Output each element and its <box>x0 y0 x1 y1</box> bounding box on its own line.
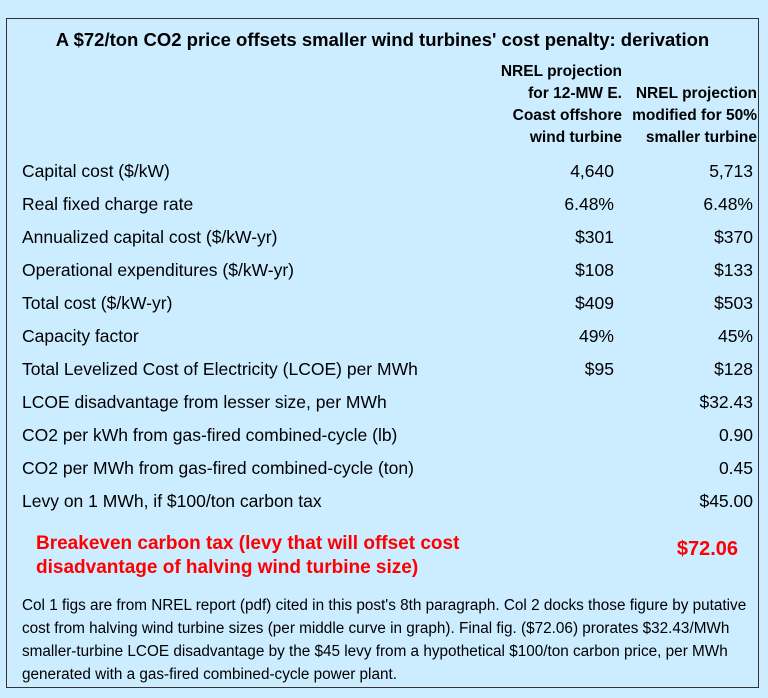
table-row: LCOE disadvantage from lesser size, per … <box>7 392 758 425</box>
cell-modified: $133 <box>714 260 753 280</box>
row-label: Levy on 1 MWh, if $100/ton carbon tax <box>22 491 322 511</box>
cell-nrel: 4,640 <box>570 161 614 181</box>
row-label: Operational expenditures ($/kW-yr) <box>22 260 295 280</box>
table-row: Total Levelized Cost of Electricity (LCO… <box>7 359 758 392</box>
cell-nrel: 6.48% <box>564 194 614 214</box>
cell-modified: 6.48% <box>703 194 753 214</box>
table-frame: A $72/ton CO2 price offsets smaller wind… <box>6 18 759 688</box>
table-row: Capacity factor 49% 45% <box>7 326 758 359</box>
table-row: Levy on 1 MWh, if $100/ton carbon tax $45… <box>7 491 758 524</box>
table-row: Capital cost ($/kW) 4,640 5,713 <box>7 161 758 194</box>
cell-modified: $45.00 <box>699 491 753 511</box>
cell-modified: 0.45 <box>718 458 753 478</box>
cell-modified: 5,713 <box>709 161 753 181</box>
row-label: LCOE disadvantage from lesser size, per … <box>22 392 387 412</box>
cell-modified: $128 <box>714 359 753 379</box>
row-label: Real fixed charge rate <box>22 194 194 214</box>
column-header-nrel: NREL projection for 12-MW E. Coast offsh… <box>500 63 622 146</box>
table-title: A $72/ton CO2 price offsets smaller wind… <box>55 29 710 50</box>
cell-modified: $32.43 <box>699 392 753 412</box>
table-row: CO2 per MWh from gas-fired combined-cycl… <box>7 458 758 491</box>
row-label: CO2 per kWh from gas-fired combined-cycl… <box>22 425 398 445</box>
row-label: Total Levelized Cost of Electricity (LCO… <box>22 359 418 379</box>
cell-nrel: $301 <box>575 227 614 247</box>
table-row: CO2 per kWh from gas-fired combined-cycl… <box>7 425 758 458</box>
breakeven-label: Breakeven carbon tax (levy that will off… <box>36 533 460 578</box>
table-row: Total cost ($/kW-yr) $409 $503 <box>7 293 758 326</box>
table-row: Real fixed charge rate 6.48% 6.48% <box>7 194 758 227</box>
row-label: Total cost ($/kW-yr) <box>22 293 173 313</box>
row-label: Capacity factor <box>22 326 139 346</box>
row-label: CO2 per MWh from gas-fired combined-cycl… <box>22 458 414 478</box>
cell-nrel: $108 <box>575 260 614 280</box>
cell-nrel: $95 <box>584 359 614 379</box>
table-row: Annualized capital cost ($/kW-yr) $301 $37… <box>7 227 758 260</box>
row-label: Annualized capital cost ($/kW-yr) <box>22 227 278 247</box>
cell-modified: 0.90 <box>718 425 753 445</box>
row-label: Capital cost ($/kW) <box>22 161 170 181</box>
column-header-modified: NREL projection modified for 50% smaller… <box>632 85 757 146</box>
cell-modified: $503 <box>714 293 753 313</box>
footnote: Col 1 figs are from NREL report (pdf) ci… <box>22 597 747 683</box>
cell-nrel: 49% <box>578 326 614 346</box>
cell-modified: $370 <box>714 227 753 247</box>
table-row: Operational expenditures ($/kW-yr) $108 $1… <box>7 260 758 293</box>
breakeven-value: $72.06 <box>676 538 738 560</box>
cell-nrel: $409 <box>575 293 614 313</box>
cell-modified: 45% <box>717 326 753 346</box>
